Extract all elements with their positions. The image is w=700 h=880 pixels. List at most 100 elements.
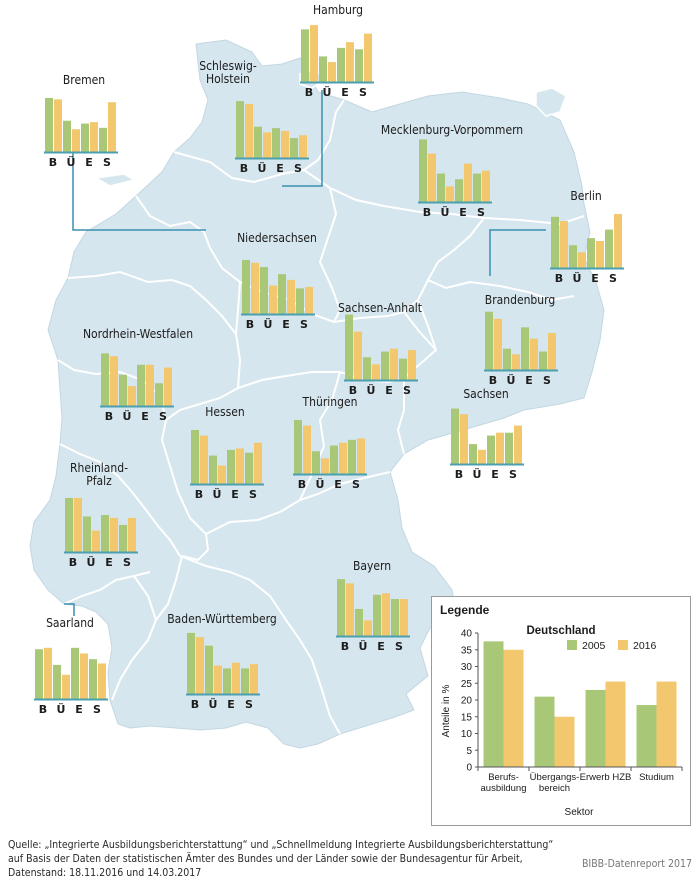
category-letter: Ü — [57, 702, 66, 716]
bar-2005 — [301, 29, 309, 82]
bar-2016 — [245, 103, 253, 158]
category-letter: B — [341, 640, 349, 653]
state-title-line: Schleswig- — [199, 59, 257, 73]
bar-2005 — [363, 357, 371, 380]
bar-2016 — [346, 583, 354, 636]
bar-2016 — [372, 364, 380, 380]
category-letter: B — [423, 206, 431, 219]
bar-2005 — [81, 123, 89, 152]
category-letter: S — [395, 640, 403, 653]
legend-swatch-2005 — [567, 640, 577, 650]
bar-2016 — [446, 186, 454, 202]
state-title: Saarland — [30, 617, 110, 630]
bar-2005 — [101, 353, 109, 406]
state-title: Bayern — [332, 560, 412, 573]
y-tick-label: 30 — [461, 662, 473, 673]
category-letter: S — [249, 488, 257, 501]
state-title: Bremen — [44, 74, 124, 87]
category-letter: S — [403, 384, 411, 397]
bar-2005 — [469, 444, 477, 464]
x-category-label: Erwerb HZB — [580, 772, 632, 783]
bar-2016 — [408, 350, 416, 380]
bar-2016 — [346, 42, 354, 82]
bar-2016 — [354, 331, 362, 380]
germany-bar-2016 — [656, 681, 677, 767]
bar-2016 — [382, 593, 390, 636]
category-letter: B — [105, 410, 113, 423]
category-letter: B — [69, 556, 77, 569]
state-title-line: Holstein — [205, 72, 251, 86]
bar-2005 — [290, 138, 298, 158]
category-letter: Ü — [441, 205, 450, 219]
category-letter: S — [477, 206, 485, 219]
germany-outline — [29, 39, 605, 749]
bar-2005 — [241, 668, 249, 694]
bar-2016 — [303, 425, 311, 474]
germany-bar-chart: Deutschland 2005 2016 Anteile in % Sekto… — [441, 625, 683, 818]
category-letter: E — [491, 468, 499, 481]
state-chart-baden-wuerttemberg: Baden-Württemberg B Ü E S — [167, 613, 277, 712]
legend-label-2005: 2005 — [582, 640, 606, 652]
bar-2005 — [455, 179, 463, 202]
bar-2005 — [89, 659, 97, 699]
category-letter: E — [141, 410, 149, 423]
bar-2005 — [296, 288, 304, 314]
bar-2016 — [328, 62, 336, 82]
category-letter: Ü — [359, 639, 368, 653]
bar-2016 — [98, 663, 106, 699]
bar-2016 — [92, 530, 100, 552]
germany-bar-2005 — [585, 689, 606, 767]
state-title: Rheinland- Pfalz — [59, 462, 139, 488]
state-title-line: Niedersachsen — [237, 231, 317, 245]
bar-2005 — [539, 351, 547, 370]
category-letter: Ü — [87, 555, 96, 569]
state-title: Schleswig- Holstein — [190, 60, 266, 86]
bar-2005 — [245, 452, 253, 484]
bar-2016 — [74, 497, 82, 552]
bar-2005 — [485, 311, 493, 370]
category-letter: B — [240, 162, 248, 175]
state-title-line: Mecklenburg-Vorpommern — [380, 123, 524, 137]
bar-2016 — [251, 262, 259, 314]
category-letter: Ü — [264, 317, 273, 331]
bar-2016 — [54, 99, 62, 152]
category-letter: Ü — [67, 155, 76, 169]
category-letter: S — [543, 374, 551, 387]
bar-2016 — [269, 285, 277, 314]
category-letter: B — [349, 384, 357, 397]
category-letter: B — [555, 272, 563, 285]
bar-2005 — [451, 408, 459, 464]
x-category-label: bereich — [539, 783, 570, 794]
category-letter: Ü — [323, 85, 332, 99]
bar-2005 — [337, 47, 345, 82]
state-chart-bayern: Bayern B Ü E S — [336, 560, 410, 653]
germany-chart-title: Deutschland — [526, 625, 595, 637]
category-letter: S — [245, 698, 253, 711]
bar-2005 — [191, 429, 199, 484]
state-chart-brandenburg: Brandenburg B Ü E S — [484, 294, 558, 387]
bar-2005 — [312, 451, 320, 474]
y-tick-label: 15 — [461, 712, 473, 723]
category-letter: E — [75, 703, 83, 716]
bar-2005 — [551, 216, 559, 268]
bar-2016 — [400, 599, 408, 636]
bar-2005 — [437, 173, 445, 202]
category-letter: B — [305, 86, 313, 99]
bar-2005 — [83, 516, 91, 552]
state-chart-rheinland-pfalz: Rheinland- Pfalz B Ü E S — [64, 462, 138, 569]
category-letter: E — [231, 488, 239, 501]
bar-2016 — [299, 135, 307, 158]
bar-2005 — [605, 229, 613, 268]
category-letter: E — [591, 272, 599, 285]
bar-2005 — [521, 327, 529, 370]
bar-2005 — [65, 497, 73, 552]
leader-line-saarland — [64, 603, 75, 616]
bar-2016 — [496, 432, 504, 464]
state-title: Thüringen — [285, 396, 375, 409]
bar-2016 — [478, 449, 486, 464]
